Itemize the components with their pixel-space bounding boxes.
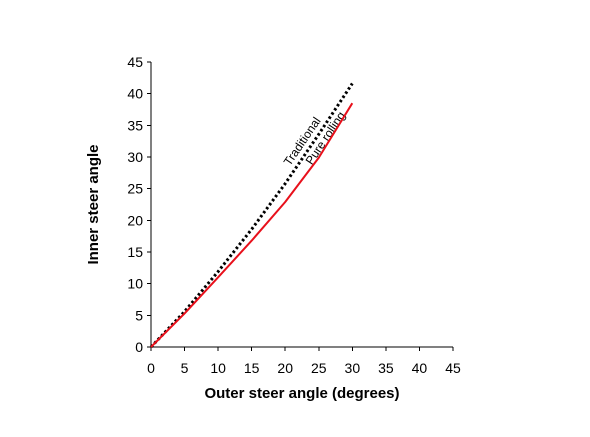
y-tick-label: 20 (127, 212, 143, 228)
x-tick-label: 35 (378, 360, 394, 376)
x-tick-label: 30 (345, 360, 361, 376)
x-tick-label: 45 (445, 360, 461, 376)
series-line-pure-rolling (149, 82, 354, 349)
y-tick-label: 10 (127, 276, 143, 292)
y-tick-label: 45 (127, 54, 143, 70)
x-tick-label: 15 (244, 360, 260, 376)
y-tick-label: 5 (135, 307, 143, 323)
series-line-traditional (150, 102, 354, 348)
x-tick-label: 40 (412, 360, 428, 376)
y-tick-label: 30 (127, 149, 143, 165)
y-tick-label: 0 (135, 339, 143, 355)
x-axis: 0 5 10 15 20 25 30 35 40 45 (147, 346, 461, 376)
x-tick-label: 25 (311, 360, 327, 376)
y-tick-label: 25 (127, 181, 143, 197)
y-axis: 0 5 10 15 20 25 30 35 40 45 (127, 54, 152, 355)
y-tick-label: 40 (127, 86, 143, 102)
y-axis-title: Inner steer angle (85, 144, 102, 264)
x-tick-label: 20 (277, 360, 293, 376)
x-tick-label: 0 (147, 360, 155, 376)
x-tick-label: 10 (210, 360, 226, 376)
y-tick-label: 35 (127, 117, 143, 133)
x-tick-label: 5 (181, 360, 189, 376)
y-tick-label: 15 (127, 244, 143, 260)
x-axis-title: Outer steer angle (degrees) (204, 385, 399, 402)
